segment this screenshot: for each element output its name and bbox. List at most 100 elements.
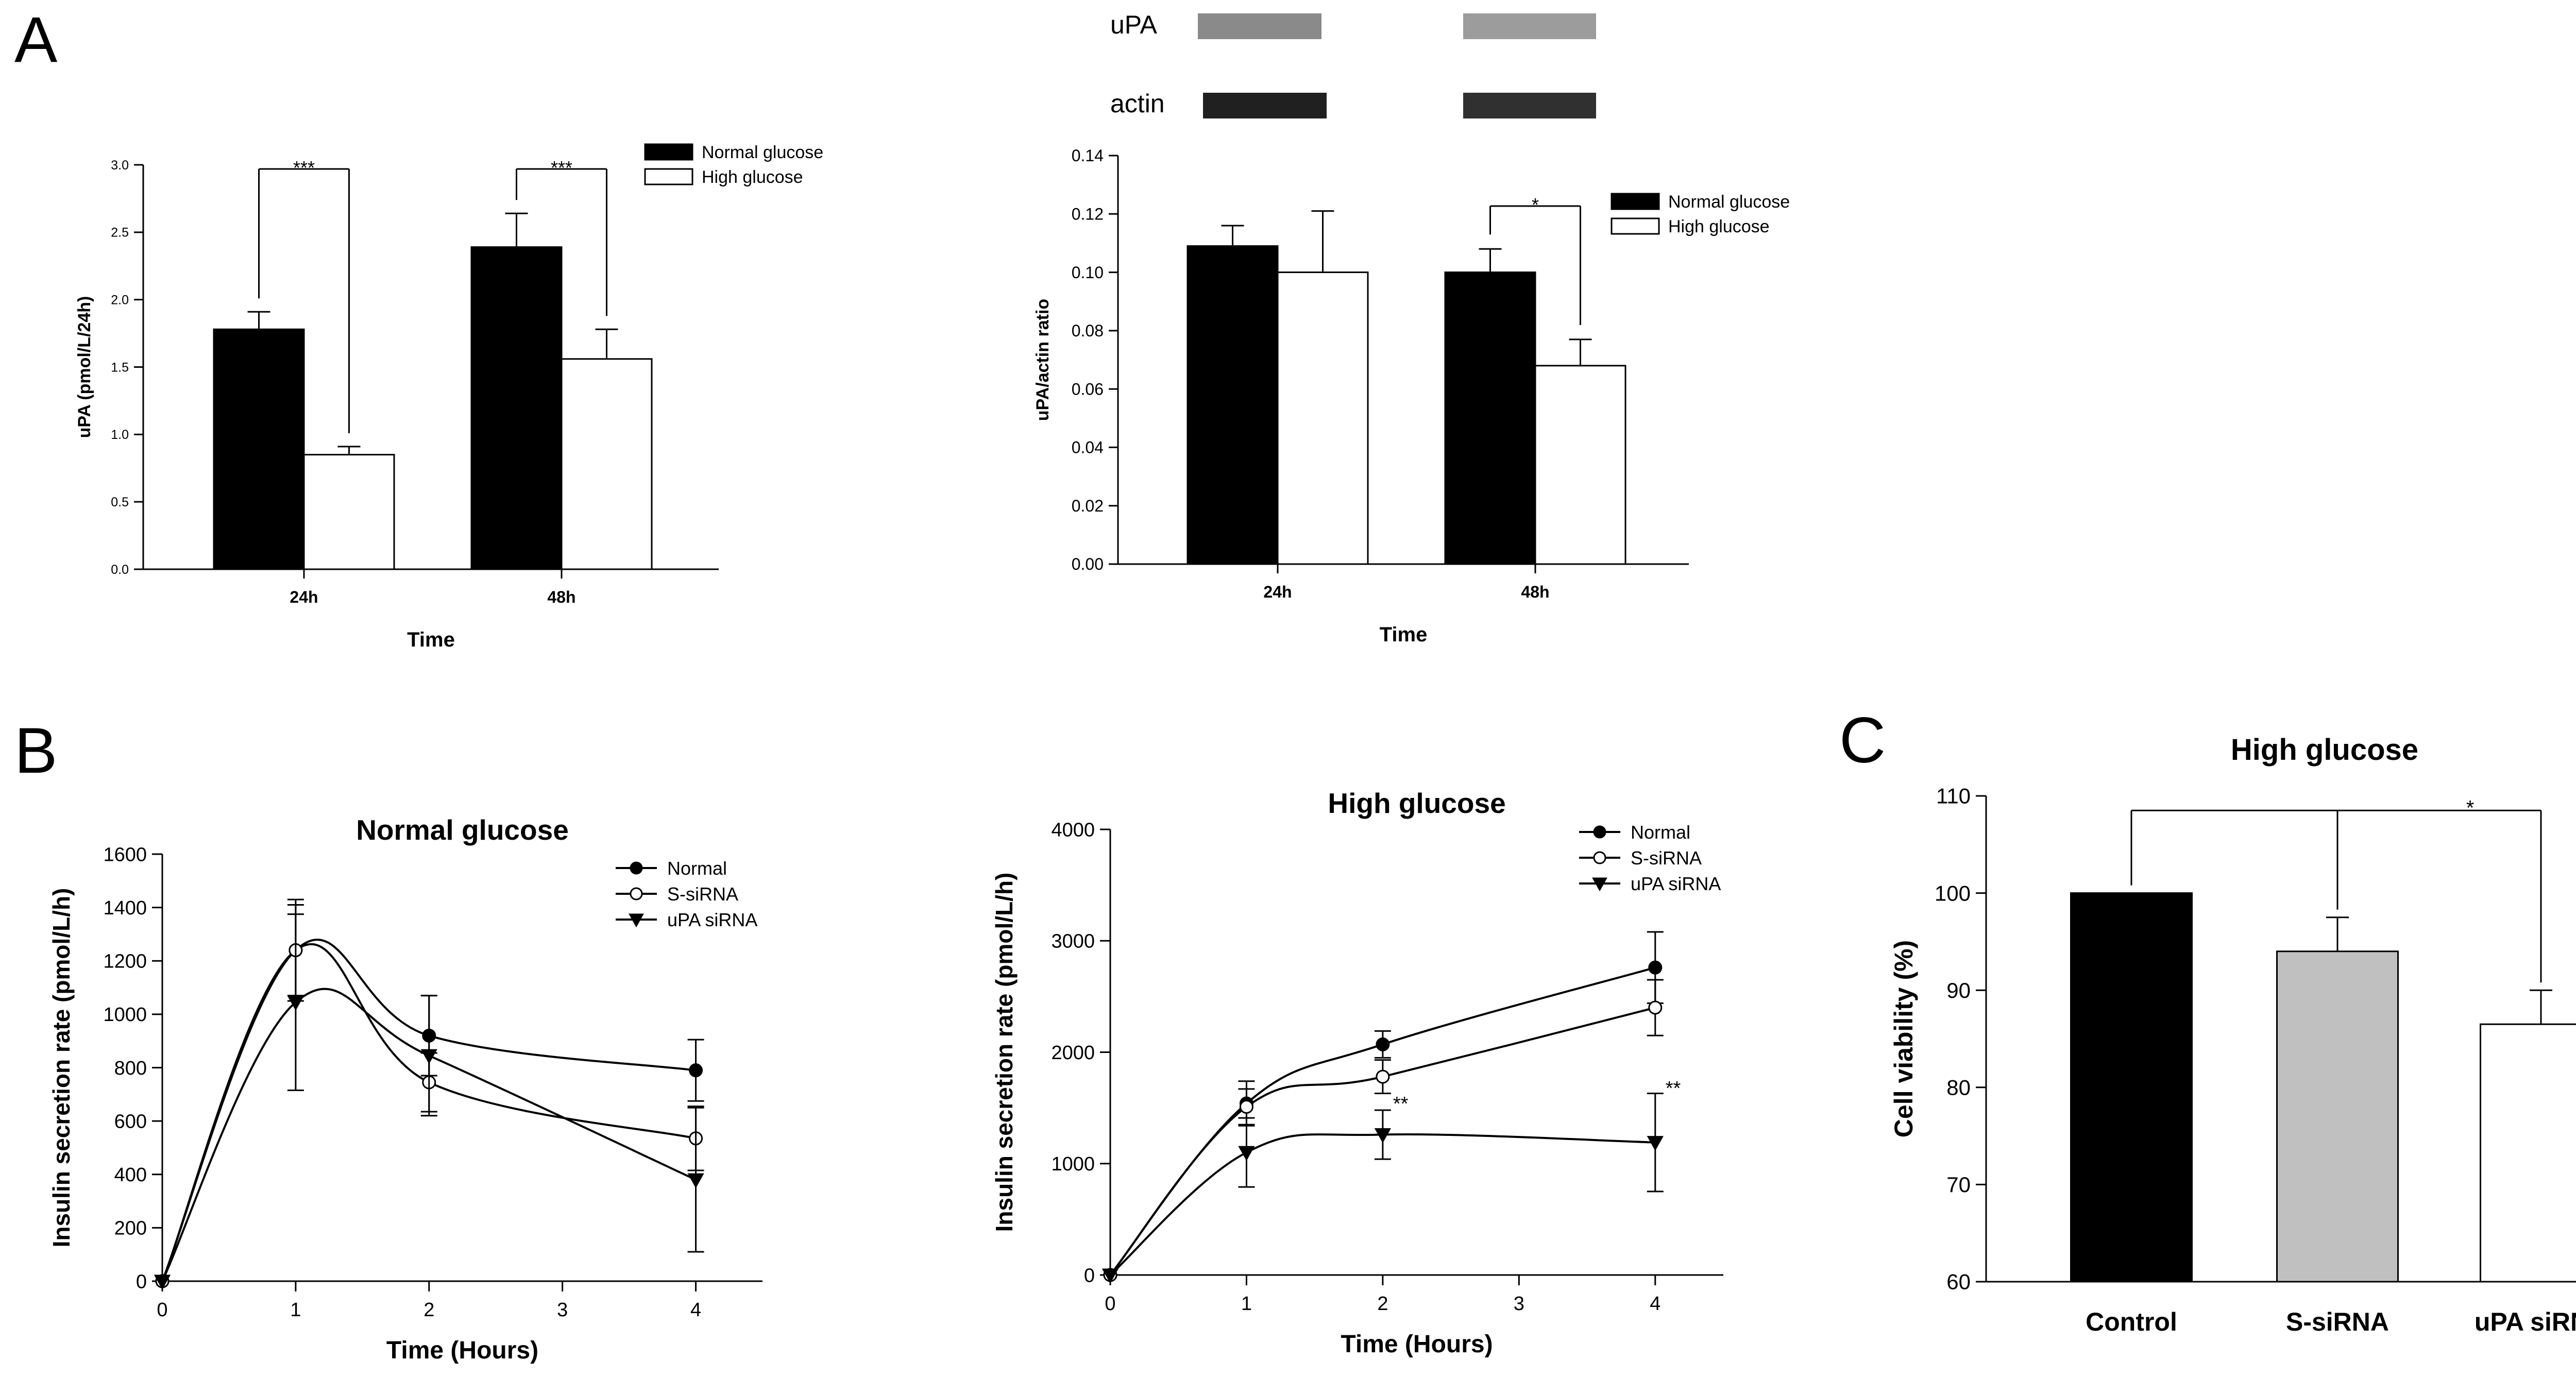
x-tick-label: 24h — [290, 588, 318, 606]
x-tick-label: 1 — [290, 1299, 301, 1321]
legend-label: uPA siRNA — [667, 909, 757, 930]
significance-label: * — [2466, 796, 2475, 819]
y-tick-label: 0.06 — [1072, 380, 1104, 398]
y-tick-label: 0.02 — [1072, 497, 1104, 515]
chart-insulin-normal-glucose: 0 200 400 600 800 1000 1200 1400 1600 0 1 2 3 4 Normal… — [48, 814, 762, 1364]
x-tick-label: 1 — [1241, 1293, 1252, 1315]
x-tick-label: uPA siRNA — [2475, 1307, 2576, 1336]
y-axis-label: Insulin secretion rate (pmol/L/h) — [48, 888, 75, 1248]
blot-band-label-upa: uPA — [1110, 10, 1157, 39]
y-tick-label: 3.0 — [111, 158, 129, 173]
legend-label: Normal glucose — [1668, 192, 1790, 212]
x-tick-label: 24h — [1263, 583, 1292, 601]
bar — [303, 454, 395, 570]
y-tick-label: 110 — [1936, 784, 1971, 808]
data-point — [1374, 1128, 1391, 1143]
y-tick-label: 0.12 — [1072, 205, 1104, 223]
x-tick-label: 4 — [690, 1299, 701, 1321]
y-tick-label: 400 — [114, 1164, 147, 1186]
blot-band-upa-1-icon — [1198, 13, 1321, 39]
x-tick-label: 0 — [1105, 1293, 1115, 1315]
bar — [470, 246, 563, 570]
data-point — [1647, 1136, 1664, 1151]
data-point — [1648, 1000, 1663, 1015]
x-tick-label: Control — [2086, 1307, 2177, 1336]
significance-label: *** — [551, 157, 572, 178]
bar — [1187, 245, 1279, 565]
significance-label: ** — [1393, 1093, 1409, 1115]
y-tick-label: 70 — [1946, 1172, 1971, 1197]
legend-label: S-siRNA — [667, 883, 738, 905]
bar — [561, 358, 653, 570]
legend-marker — [1593, 851, 1606, 864]
chart-title: Normal glucose — [356, 814, 569, 846]
y-tick-label: 3000 — [1051, 931, 1095, 953]
chart-upa-actin-ratio: 0.00 0.02 0.04 0.06 0.08 0.10 0.12 0.14 24h 48h * T… — [1033, 146, 1790, 646]
y-tick-label: 1.5 — [111, 360, 129, 375]
bar — [2070, 892, 2193, 1283]
significance-label: * — [1532, 194, 1539, 215]
y-tick-label: 0.14 — [1072, 146, 1104, 165]
data-point — [689, 1063, 703, 1078]
legend-label: S-siRNA — [1631, 847, 1702, 869]
y-tick-label: 200 — [114, 1218, 147, 1239]
panel-label-c: C — [1839, 705, 1886, 776]
legend-label: uPA siRNA — [1631, 873, 1721, 894]
y-axis-label: Insulin secretion rate (pmol/L/h) — [991, 873, 1018, 1232]
chart-insulin-high-glucose: 0 1000 2000 3000 4000 0 1 2 3 4 Normal S-siRNA uPA s… — [991, 787, 1723, 1358]
y-tick-label: 0 — [136, 1271, 147, 1293]
y-tick-label: 0.5 — [111, 495, 129, 509]
y-tick-label: 90 — [1946, 978, 1971, 1002]
series-line — [161, 988, 697, 1282]
y-tick-label: 1000 — [103, 1004, 147, 1026]
y-tick-label: 100 — [1935, 881, 1971, 905]
x-tick-label: 4 — [1650, 1293, 1660, 1315]
y-tick-label: 800 — [114, 1058, 147, 1079]
data-point — [687, 1173, 704, 1188]
y-tick-label: 0.04 — [1072, 438, 1104, 457]
legend-label: High glucose — [702, 167, 803, 187]
significance-label: *** — [293, 157, 315, 178]
data-point — [420, 1049, 437, 1064]
data-point — [1376, 1069, 1390, 1084]
x-tick-label: 48h — [1521, 583, 1549, 601]
x-tick-label: 3 — [1514, 1293, 1524, 1315]
x-axis-label: Time — [407, 628, 455, 651]
y-tick-label: 1.0 — [111, 428, 129, 442]
data-point — [154, 1274, 171, 1290]
y-tick-label: 60 — [1946, 1270, 1971, 1294]
x-tick-label: 2 — [423, 1299, 434, 1321]
x-tick-label: 0 — [157, 1299, 167, 1321]
bar — [1277, 271, 1369, 565]
blot-band-label-actin: actin — [1110, 89, 1165, 118]
blot-band-actin-1-icon — [1203, 93, 1327, 118]
chart-title: High glucose — [1328, 787, 1505, 819]
y-tick-label: 2.0 — [111, 293, 129, 307]
bar — [213, 328, 305, 570]
y-tick-label: 1400 — [103, 897, 147, 919]
y-tick-label: 600 — [114, 1111, 147, 1132]
y-tick-label: 0.0 — [111, 563, 129, 577]
data-point — [1101, 1268, 1119, 1284]
legend-label: High glucose — [1668, 217, 1770, 236]
legend-swatch — [1611, 217, 1660, 235]
y-tick-label: 1600 — [103, 844, 147, 865]
western-blot: uPA actin — [1110, 10, 1596, 118]
data-point — [287, 996, 304, 1011]
blot-band-actin-2-icon — [1463, 93, 1596, 118]
data-point — [1238, 1146, 1255, 1161]
data-point — [1239, 1099, 1253, 1114]
legend-marker — [1593, 825, 1606, 839]
legend-swatch — [644, 143, 693, 161]
panel-label-b: B — [14, 715, 57, 787]
y-tick-label: 1000 — [1051, 1153, 1095, 1175]
data-point — [1648, 960, 1663, 975]
y-axis-label: uPA/actin ratio — [1033, 299, 1053, 421]
chart-title: High glucose — [2231, 733, 2418, 767]
legend-label: Normal — [1631, 822, 1690, 843]
y-tick-label: 1200 — [103, 951, 147, 973]
bar — [2276, 950, 2399, 1283]
legend-marker — [629, 913, 644, 928]
chart-cell-viability: 60 70 80 90 100 110 Control S-siRNA uPA siRNA * Hi… — [1889, 733, 2576, 1336]
